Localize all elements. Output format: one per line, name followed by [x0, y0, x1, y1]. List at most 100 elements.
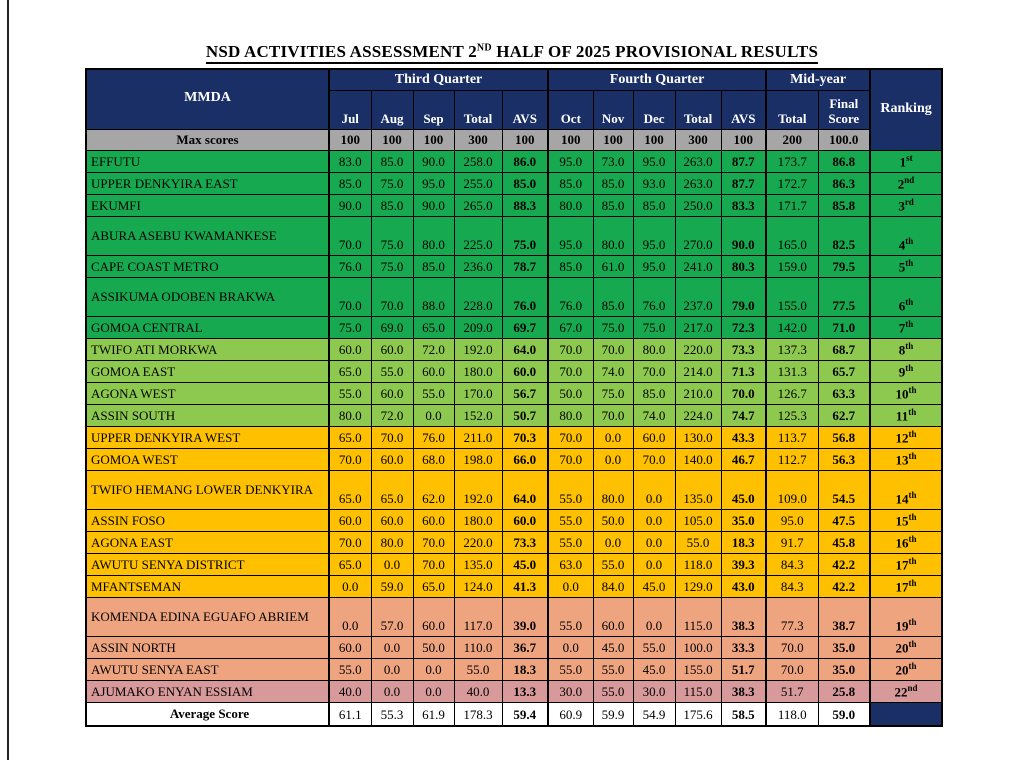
score-cell: 70.0 [370, 426, 414, 449]
score-cell: 90.0 [328, 194, 372, 217]
score-cell: 80.0 [412, 216, 455, 256]
score-cell: 60.0 [592, 597, 634, 637]
score-cell: 80.0 [547, 194, 594, 217]
rank-cell: 13th [869, 448, 943, 471]
score-cell: 85.8 [817, 194, 871, 217]
mmda-cell: TWIFO HEMANG LOWER DENKYIRA [85, 470, 330, 510]
rank-cell: 14th [869, 470, 943, 510]
score-cell: 211.0 [453, 426, 503, 449]
score-cell: 55.0 [592, 680, 634, 703]
score-cell: 88.3 [501, 194, 549, 217]
score-cell: 77.5 [817, 277, 871, 317]
score-cell: 0.0 [547, 636, 594, 659]
score-cell: 155.0 [765, 277, 819, 317]
col-header-0-jul: Jul [328, 90, 372, 130]
score-cell: 0.0 [632, 553, 676, 576]
score-cell: 80.0 [632, 338, 676, 361]
table-row: TWIFO HEMANG LOWER DENKYIRA 65.0 65.0 62.0 1… [85, 470, 943, 510]
score-cell: 55.0 [547, 658, 594, 681]
score-cell: 0.0 [632, 470, 676, 510]
score-cell: 51.7 [765, 680, 819, 703]
score-cell: 112.7 [765, 448, 819, 471]
score-cell: 50.0 [547, 382, 594, 405]
score-cell: 73.0 [592, 150, 634, 173]
mmda-cell: AWUTU SENYA DISTRICT [85, 553, 330, 576]
score-cell: 209.0 [453, 316, 503, 339]
score-cell: 38.7 [817, 597, 871, 637]
table-row: ASSIN SOUTH 80.0 72.0 0.0 152.0 50.7 80.0 70.0 7… [85, 404, 943, 427]
score-cell: 85.0 [547, 255, 594, 278]
score-cell: 18.3 [720, 531, 767, 554]
table-row: AWUTU SENYA EAST 55.0 0.0 0.0 55.0 18.3 55.0 55… [85, 658, 943, 681]
score-cell: 45.0 [632, 658, 676, 681]
title-text: NSD ACTIVITIES ASSESSMENT 2 [205, 42, 477, 62]
score-cell: 72.3 [720, 316, 767, 339]
score-cell: 69.7 [501, 316, 549, 339]
score-cell: 85.0 [592, 194, 634, 217]
score-cell: 55.0 [674, 531, 722, 554]
score-cell: 124.0 [453, 575, 503, 598]
mmda-cell: GOMOA WEST [85, 448, 330, 471]
score-cell: 65.0 [328, 470, 372, 510]
score-cell: 115.0 [674, 597, 722, 637]
score-cell: 30.0 [632, 680, 676, 703]
score-cell: 50.0 [412, 636, 455, 659]
mmda-cell: EFFUTU [85, 150, 330, 173]
mmda-cell: KOMENDA EDINA EGUAFO ABRIEM [85, 597, 330, 637]
score-cell: 65.0 [328, 553, 372, 576]
score-cell: 70.0 [370, 277, 414, 317]
score-cell: 65.0 [412, 575, 455, 598]
score-cell: 70.0 [328, 277, 372, 317]
max-score-cell: 100 [328, 129, 372, 151]
col-header-6-nov: Nov [592, 90, 634, 130]
score-cell: 80.0 [592, 216, 634, 256]
score-cell: 67.0 [547, 316, 594, 339]
score-cell: 38.3 [720, 680, 767, 703]
table-row: GOMOA CENTRAL 75.0 69.0 65.0 209.0 69.7 67.0 75… [85, 316, 943, 339]
score-cell: 131.3 [765, 360, 819, 383]
score-cell: 42.2 [817, 575, 871, 598]
score-cell: 55.0 [370, 360, 414, 383]
col-header-10-total: Total [765, 90, 819, 130]
score-cell: 87.7 [720, 172, 767, 195]
score-cell: 270.0 [674, 216, 722, 256]
score-cell: 75.0 [370, 216, 414, 256]
score-cell: 70.0 [592, 338, 634, 361]
score-cell: 198.0 [453, 448, 503, 471]
score-cell: 70.0 [412, 553, 455, 576]
score-cell: 73.3 [501, 531, 549, 554]
score-cell: 263.0 [674, 150, 722, 173]
score-cell: 0.0 [547, 575, 594, 598]
mmda-cell: MFANTSEMAN [85, 575, 330, 598]
score-cell: 173.7 [765, 150, 819, 173]
score-cell: 41.3 [501, 575, 549, 598]
score-cell: 35.0 [720, 509, 767, 532]
score-cell: 0.0 [632, 531, 676, 554]
score-cell: 180.0 [453, 360, 503, 383]
mmda-cell: ABURA ASEBU KWAMANKESE [85, 216, 330, 256]
score-cell: 70.0 [328, 531, 372, 554]
col-header-3-total: Total [453, 90, 503, 130]
score-cell: 39.3 [720, 553, 767, 576]
score-cell: 241.0 [674, 255, 722, 278]
score-cell: 55.0 [592, 553, 634, 576]
score-cell: 70.0 [547, 338, 594, 361]
score-cell: 13.3 [501, 680, 549, 703]
score-cell: 70.0 [547, 426, 594, 449]
score-cell: 65.0 [412, 316, 455, 339]
score-cell: 0.0 [592, 426, 634, 449]
score-cell: 55.0 [328, 382, 372, 405]
max-score-cell: 100 [501, 129, 549, 151]
group-header-fourth-quarter: Fourth Quarter [547, 68, 767, 91]
score-cell: 76.0 [412, 426, 455, 449]
score-cell: 58.5 [720, 702, 767, 727]
score-cell: 75.0 [370, 172, 414, 195]
group-header-third-quarter: Third Quarter [327, 68, 549, 91]
score-cell: 64.0 [501, 470, 549, 510]
score-cell: 70.0 [547, 360, 594, 383]
score-cell: 57.0 [370, 597, 414, 637]
rank-cell: 3rd [869, 194, 943, 217]
score-cell: 210.0 [674, 382, 722, 405]
score-cell: 65.0 [328, 360, 372, 383]
col-header-8-total: Total [674, 90, 722, 130]
